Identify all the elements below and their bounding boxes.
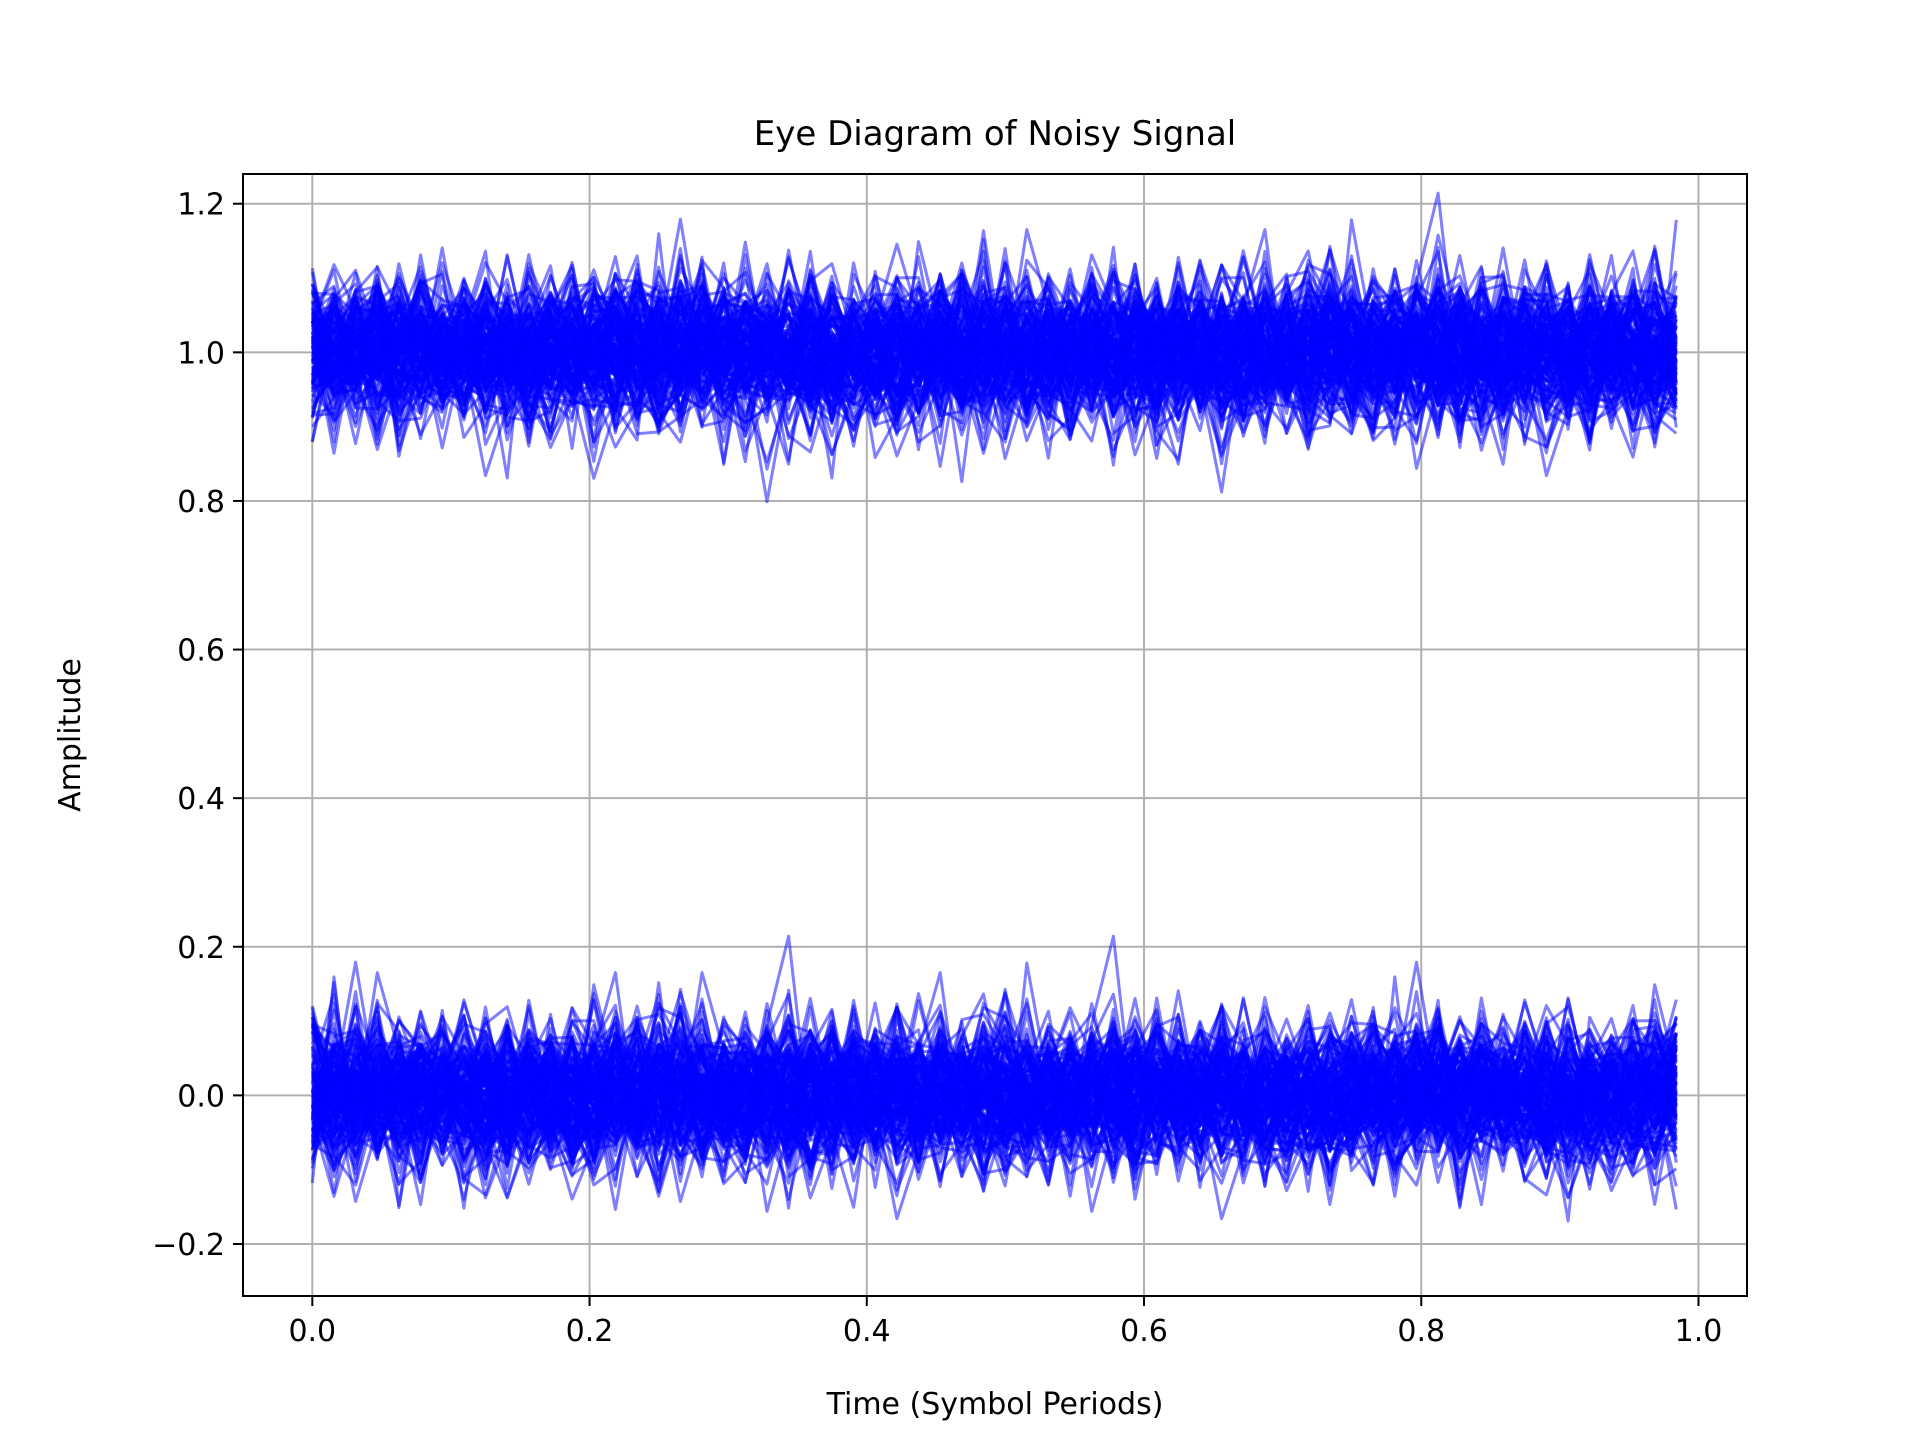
signal-trace	[310, 1016, 1678, 1193]
plot-frame	[242, 173, 1748, 1297]
signal-trace	[310, 1010, 1678, 1221]
chart-title: Eye Diagram of Noisy Signal	[754, 114, 1236, 154]
y-axis-label: Amplitude	[53, 658, 88, 812]
signal-trace	[311, 1015, 1678, 1187]
x-tick-label: 1.0	[1675, 1314, 1723, 1349]
signal-trace	[310, 258, 1678, 455]
y-tick-label: 0.2	[177, 931, 225, 966]
signal-trace	[311, 246, 1677, 448]
signal-trace	[311, 1030, 1678, 1172]
x-tick-label: 0.0	[288, 1314, 336, 1349]
signal-trace	[311, 258, 1678, 422]
x-tick-label: 0.6	[1120, 1314, 1168, 1349]
trace-layer	[310, 191, 1678, 1223]
x-axis-label: Time (Symbol Periods)	[826, 1387, 1164, 1422]
y-tick-label: 0.4	[177, 782, 225, 817]
signal-trace	[310, 274, 1678, 446]
y-tick-label: 0.8	[177, 485, 225, 520]
signal-trace	[311, 1015, 1678, 1187]
y-tick-label: −0.2	[152, 1228, 225, 1263]
tick-layer: 0.0 0.2 0.4 0.6 0.8 1.0 −0.2 0.0 0.2 0.4 0.6 0.8 1.0…	[152, 188, 1722, 1349]
y-tick-label: 0.0	[177, 1079, 225, 1114]
x-tick-label: 0.4	[843, 1314, 891, 1349]
x-tick-label: 0.2	[566, 1314, 614, 1349]
signal-trace	[311, 266, 1678, 449]
y-tick-label: 1.0	[177, 336, 225, 371]
y-tick-label: 1.2	[177, 188, 225, 223]
signal-trace	[311, 249, 1678, 434]
y-tick-label: 0.6	[177, 634, 225, 669]
signal-trace	[310, 996, 1678, 1186]
x-tick-label: 0.8	[1397, 1314, 1445, 1349]
